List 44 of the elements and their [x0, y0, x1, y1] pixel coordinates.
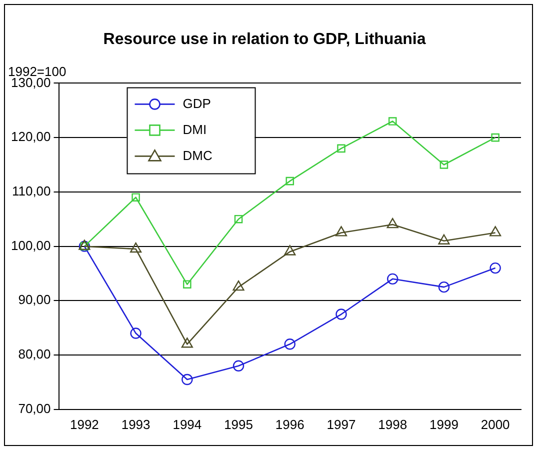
point [490, 262, 501, 274]
x-tick-label: 1993 [121, 416, 150, 432]
point [386, 218, 398, 228]
point [438, 234, 450, 244]
point [490, 226, 502, 236]
point [132, 193, 140, 202]
y-tick-label: 90,00 [18, 292, 51, 308]
point [183, 280, 192, 288]
y-tick-label: 100,00 [10, 238, 51, 253]
x-tick-label: 1999 [430, 416, 458, 432]
point [232, 280, 244, 291]
point [284, 245, 296, 256]
x-tick-label: 1997 [326, 416, 356, 432]
y-tick-label: 110,00 [12, 184, 51, 199]
legend-label: GDP [182, 96, 211, 111]
point [234, 214, 243, 224]
x-tick-label: 1994 [172, 416, 202, 432]
point [491, 133, 500, 142]
point [284, 338, 296, 350]
point [130, 242, 142, 253]
point [286, 176, 294, 186]
x-tick-label: 1995 [224, 416, 253, 432]
y-tick-label: 70,00 [18, 400, 51, 416]
y-axis-title: 1992=100 [8, 64, 66, 79]
y-tick-label: 120,00 [10, 129, 51, 144]
legend-label: DMC [182, 148, 212, 163]
point [337, 144, 346, 153]
point [130, 328, 142, 339]
point [181, 338, 193, 348]
x-tick-label: 1996 [275, 416, 304, 432]
point [440, 160, 448, 169]
chart-title: Resource use in relation to GDP, Lithuania [103, 31, 426, 48]
y-tick-label: 80,00 [18, 346, 51, 362]
point [335, 226, 348, 236]
point [438, 281, 450, 293]
x-tick-label: 1998 [378, 416, 408, 432]
point [388, 117, 397, 126]
legend-label: DMI [182, 122, 207, 137]
x-tick-label: 2000 [480, 416, 510, 432]
x-tick-label: 1992 [70, 416, 99, 432]
point [387, 273, 398, 285]
point [182, 374, 193, 386]
point [336, 308, 347, 320]
point [232, 360, 244, 372]
